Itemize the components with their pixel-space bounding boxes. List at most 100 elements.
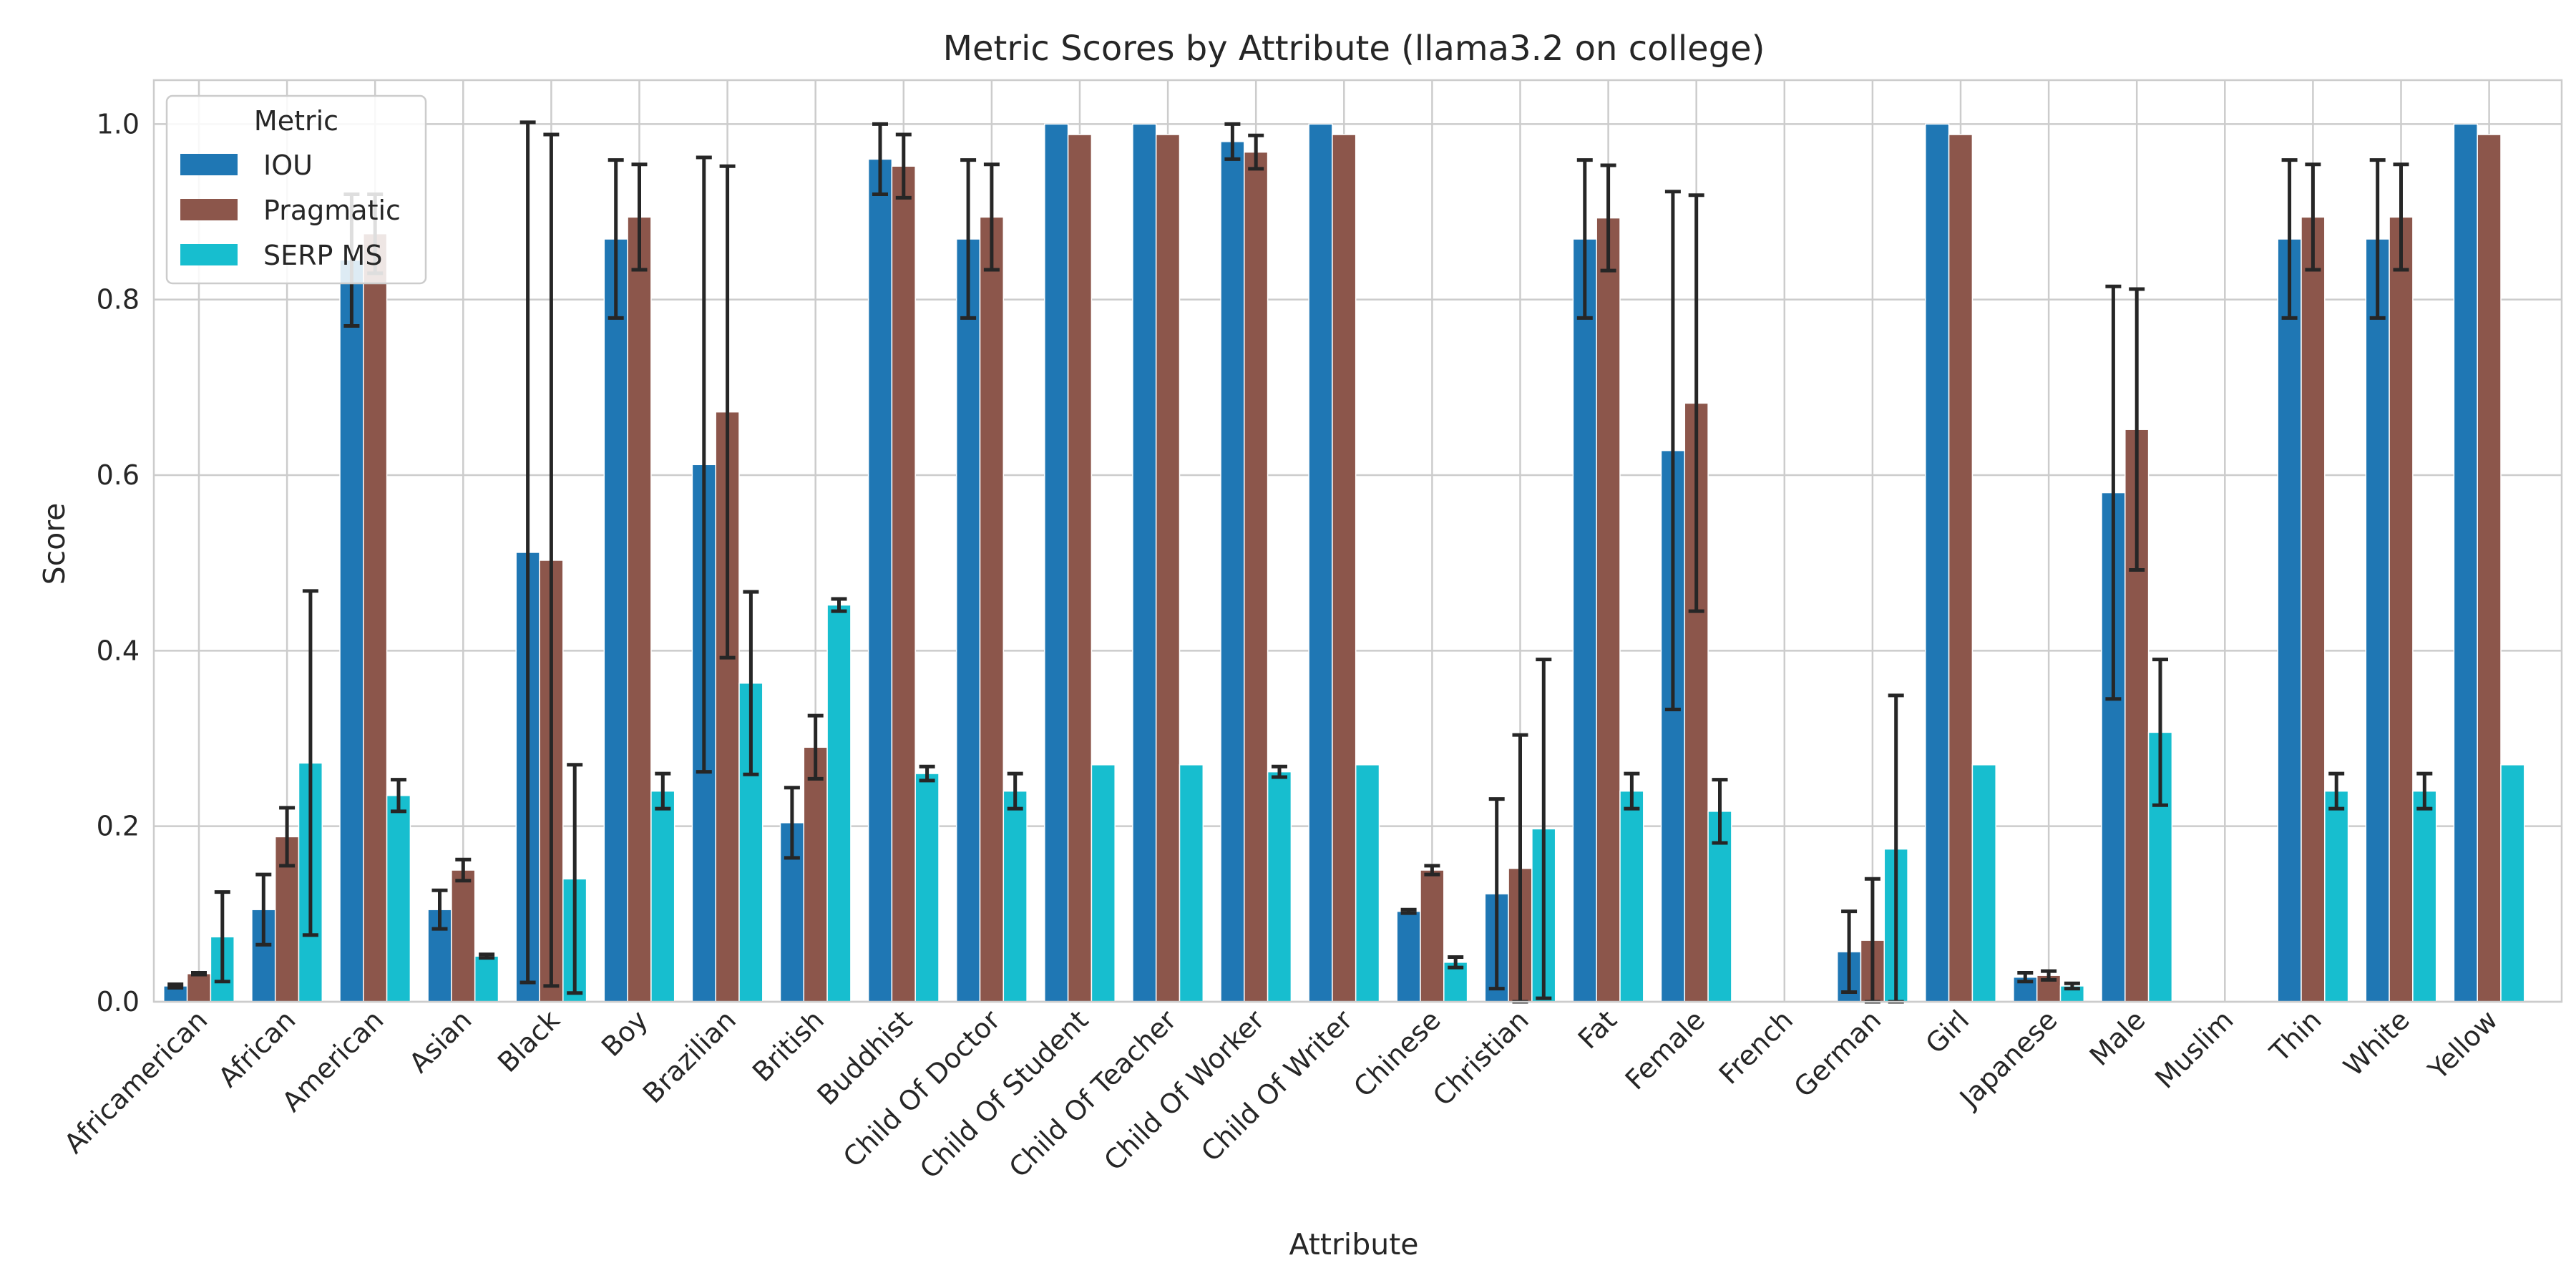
- error-bar: [279, 806, 296, 868]
- bars: [163, 123, 2525, 1002]
- legend-title: Metric: [254, 105, 338, 137]
- error-bar: [2017, 971, 2034, 984]
- error-bar: [1488, 797, 1505, 991]
- error-bar: [543, 132, 560, 988]
- bar-pragmatic-girl: [1948, 134, 1974, 1002]
- error-bar: [2064, 981, 2080, 991]
- error-bar: [1248, 133, 1264, 171]
- error-bar: [983, 162, 1000, 272]
- error-bar: [743, 590, 759, 776]
- y-tick-labels: 0.0 0.2 0.4 0.6 0.8 1.0: [97, 108, 140, 1018]
- error-bar: [696, 155, 712, 774]
- error-bar: [167, 982, 184, 990]
- bar-pragmatic-buddhist: [891, 165, 916, 1002]
- bar-serp-ms-buddhist: [914, 773, 940, 1002]
- error-bar: [1624, 771, 1640, 811]
- bar-pragmatic-africamerican: [186, 972, 212, 1002]
- error-bars: [167, 120, 2433, 1004]
- legend-label: IOU: [263, 150, 313, 181]
- legend: Metric IOU Pragmatic SERP MS: [165, 94, 427, 285]
- plot-frame: [152, 79, 2563, 1003]
- bar-serp-ms-child-of-teacher: [1179, 764, 1204, 1002]
- error-bar: [655, 771, 671, 811]
- legend-items: IOU Pragmatic SERP MS: [180, 150, 401, 271]
- error-bar: [214, 890, 230, 984]
- bar-iou-white: [2365, 238, 2390, 1002]
- error-bar: [1424, 864, 1440, 877]
- error-bar: [608, 158, 624, 320]
- bar-serp-ms-child-of-worker: [1267, 771, 1292, 1002]
- legend-swatch: [180, 244, 238, 265]
- bar-serp-ms-yellow: [2500, 764, 2525, 1002]
- legend-box: [165, 94, 427, 285]
- bar-iou-child-of-doctor: [955, 238, 981, 1002]
- bar-pragmatic-asian: [451, 869, 476, 1002]
- bar-iou-child-of-worker: [1220, 141, 1245, 1002]
- error-bar: [2328, 771, 2345, 811]
- bar-pragmatic-child-of-writer: [1332, 134, 1357, 1002]
- bar-pragmatic-yellow: [2477, 134, 2502, 1002]
- bar-iou-yellow: [2453, 123, 2478, 1002]
- error-bar: [2105, 284, 2122, 701]
- bar-iou-american: [339, 259, 364, 1002]
- bar-pragmatic-child-of-doctor: [979, 216, 1005, 1002]
- error-bar: [1224, 122, 1241, 161]
- y-tick-label: 1.0: [97, 108, 140, 140]
- error-bar: [2369, 158, 2386, 320]
- error-bar: [2041, 969, 2057, 982]
- bar-iou-fat: [1572, 238, 1597, 1002]
- bar-serp-ms-boy: [650, 790, 675, 1002]
- error-bar: [191, 971, 207, 977]
- error-bar: [519, 120, 536, 985]
- error-bar: [919, 764, 935, 783]
- error-bar: [1400, 907, 1417, 915]
- bar-serp-ms-child-of-writer: [1355, 764, 1380, 1002]
- legend-label: Pragmatic: [263, 195, 401, 226]
- bar-serp-ms-british: [826, 604, 852, 1002]
- bar-serp-ms-fat: [1619, 790, 1644, 1002]
- error-bar: [479, 952, 495, 960]
- bar-pragmatic-american: [363, 233, 388, 1002]
- bar-pragmatic-white: [2389, 216, 2414, 1002]
- bar-iou-child-of-student: [1044, 123, 1069, 1002]
- error-bar: [895, 132, 912, 200]
- bar-serp-ms-thin: [2324, 790, 2349, 1002]
- bar-iou-thin: [2277, 238, 2302, 1002]
- bar-pragmatic-british: [803, 746, 828, 1002]
- error-bar: [1272, 764, 1287, 779]
- y-axis-title: Score: [37, 503, 72, 585]
- bar-iou-chinese: [1396, 910, 1421, 1002]
- error-bar: [1600, 163, 1616, 273]
- error-bar: [302, 589, 318, 937]
- error-bar: [2416, 771, 2433, 811]
- error-bar: [1536, 658, 1552, 1000]
- bar-pragmatic-chinese: [1420, 869, 1445, 1002]
- error-bar: [719, 164, 736, 660]
- error-bar: [1448, 955, 1464, 970]
- y-tick-label: 0.6: [97, 459, 140, 491]
- error-bar: [1007, 771, 1023, 811]
- bar-serp-ms-american: [386, 794, 411, 1002]
- bar-serp-ms-child-of-doctor: [1002, 790, 1028, 1002]
- error-bar: [1712, 778, 1728, 845]
- error-bar: [2281, 158, 2298, 320]
- legend-item-pragmatic: Pragmatic: [180, 195, 401, 226]
- legend-swatch: [180, 154, 238, 175]
- error-bar: [1576, 158, 1593, 320]
- bar-pragmatic-child-of-teacher: [1155, 134, 1181, 1002]
- error-bar: [631, 162, 648, 272]
- error-bar: [255, 872, 272, 947]
- bar-pragmatic-fat: [1596, 217, 1621, 1002]
- bar-serp-ms-girl: [1971, 764, 1996, 1002]
- bar-serp-ms-white: [2412, 790, 2437, 1002]
- bar-serp-ms-child-of-student: [1091, 764, 1116, 1002]
- x-axis-title: Attribute: [1289, 1227, 1418, 1262]
- y-tick-label: 0.2: [97, 811, 140, 842]
- error-bar: [1688, 193, 1704, 613]
- bar-pragmatic-child-of-worker: [1244, 151, 1269, 1002]
- chart-title: Metric Scores by Attribute (llama3.2 on …: [943, 29, 1765, 69]
- y-tick-label: 0.4: [97, 635, 140, 666]
- legend-item-iou: IOU: [180, 150, 313, 181]
